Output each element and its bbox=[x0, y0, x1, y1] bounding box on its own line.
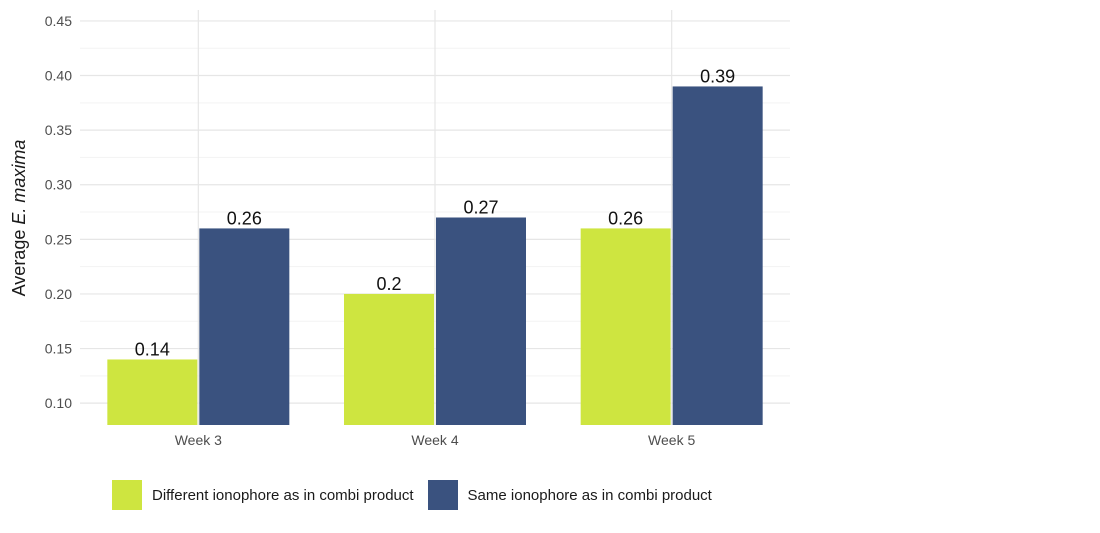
y-tick-label: 0.25 bbox=[45, 231, 72, 247]
legend: Different ionophore as in combi product … bbox=[112, 480, 726, 510]
y-tick-label: 0.30 bbox=[45, 177, 72, 193]
data-label: 0.26 bbox=[227, 208, 262, 228]
bar-same-3 bbox=[672, 86, 763, 426]
y-tick-label: 0.35 bbox=[45, 122, 72, 138]
data-label: 0.27 bbox=[463, 198, 498, 218]
y-tick-label: 0.15 bbox=[45, 341, 72, 357]
bar-same-1 bbox=[199, 228, 290, 425]
y-tick-label: 0.45 bbox=[45, 13, 72, 29]
x-tick-label: Week 4 bbox=[411, 432, 458, 448]
y-axis-ticks: 0.10 0.15 0.20 0.25 0.30 0.35 0.40 0.45 bbox=[45, 13, 72, 411]
data-label: 0.2 bbox=[376, 274, 401, 294]
x-axis-ticks: Week 3 Week 4 Week 5 bbox=[175, 432, 696, 448]
legend-swatch-different bbox=[112, 480, 142, 510]
y-axis-title: Average E. maxima bbox=[9, 140, 29, 297]
legend-label-same: Same ionophore as in combi product bbox=[467, 486, 712, 504]
x-tick-label: Week 5 bbox=[648, 432, 695, 448]
bar-different-1 bbox=[107, 359, 198, 425]
legend-swatch-same bbox=[427, 480, 458, 510]
grid bbox=[80, 10, 790, 425]
data-label: 0.14 bbox=[135, 339, 170, 359]
y-tick-label: 0.40 bbox=[45, 68, 72, 84]
legend-label-different: Different ionophore as in combi product bbox=[152, 486, 414, 504]
bar-same-2 bbox=[436, 217, 526, 425]
data-label: 0.39 bbox=[700, 66, 735, 86]
data-label: 0.26 bbox=[608, 208, 643, 228]
x-tick-label: Week 3 bbox=[175, 432, 222, 448]
bar-different-3 bbox=[580, 228, 671, 425]
data-labels: 0.14 0.26 0.2 0.27 0.26 0.39 bbox=[135, 66, 735, 359]
y-axis-title-italic: E. maxima bbox=[9, 140, 29, 225]
bar-different-2 bbox=[344, 293, 434, 425]
bars bbox=[107, 86, 763, 426]
y-tick-label: 0.10 bbox=[45, 395, 72, 411]
legend-item-same: Same ionophore as in combi product bbox=[427, 480, 712, 510]
y-tick-label: 0.20 bbox=[45, 286, 72, 302]
legend-item-different: Different ionophore as in combi product bbox=[112, 480, 414, 510]
y-axis-title-prefix: Average bbox=[9, 225, 29, 297]
